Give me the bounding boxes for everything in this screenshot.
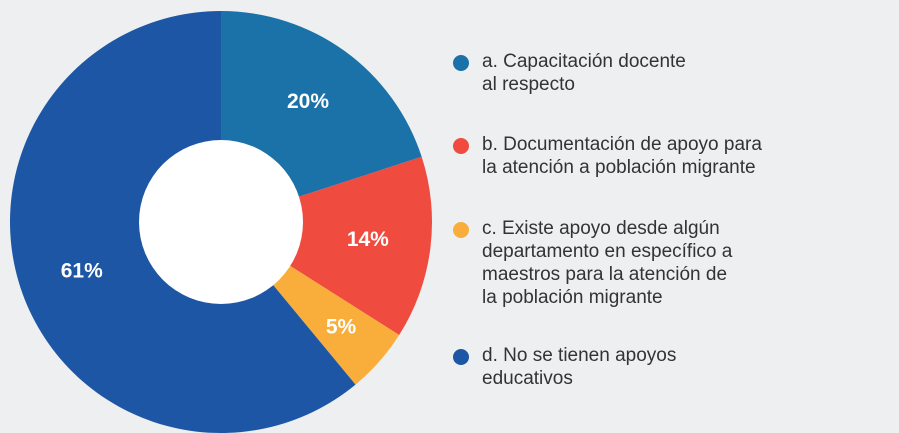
legend-label: al respecto (482, 74, 575, 95)
legend-label: la población migrante (482, 287, 663, 308)
legend-marker (453, 55, 469, 71)
legend-marker (453, 222, 469, 238)
legend-label: departamento en específico a (482, 241, 733, 262)
legend-label: maestros para la atención de (482, 264, 727, 285)
value-label: 5% (326, 315, 357, 338)
value-label: 14% (347, 228, 389, 251)
legend-marker (453, 349, 469, 365)
value-label: 20% (287, 90, 329, 113)
value-label: 61% (61, 260, 103, 283)
legend-label: c. Existe apoyo desde algún (482, 218, 720, 239)
pie-slice (221, 156, 432, 336)
legend-label: b. Documentación de apoyo para (482, 134, 762, 155)
legend-label: educativos (482, 368, 573, 389)
donut-hole (139, 140, 303, 304)
legend-label: la atención a población migrante (482, 157, 756, 178)
legend-label: d. No se tienen apoyos (482, 345, 676, 366)
legend-marker (453, 138, 469, 154)
legend-label: a. Capacitación docente (482, 51, 686, 72)
